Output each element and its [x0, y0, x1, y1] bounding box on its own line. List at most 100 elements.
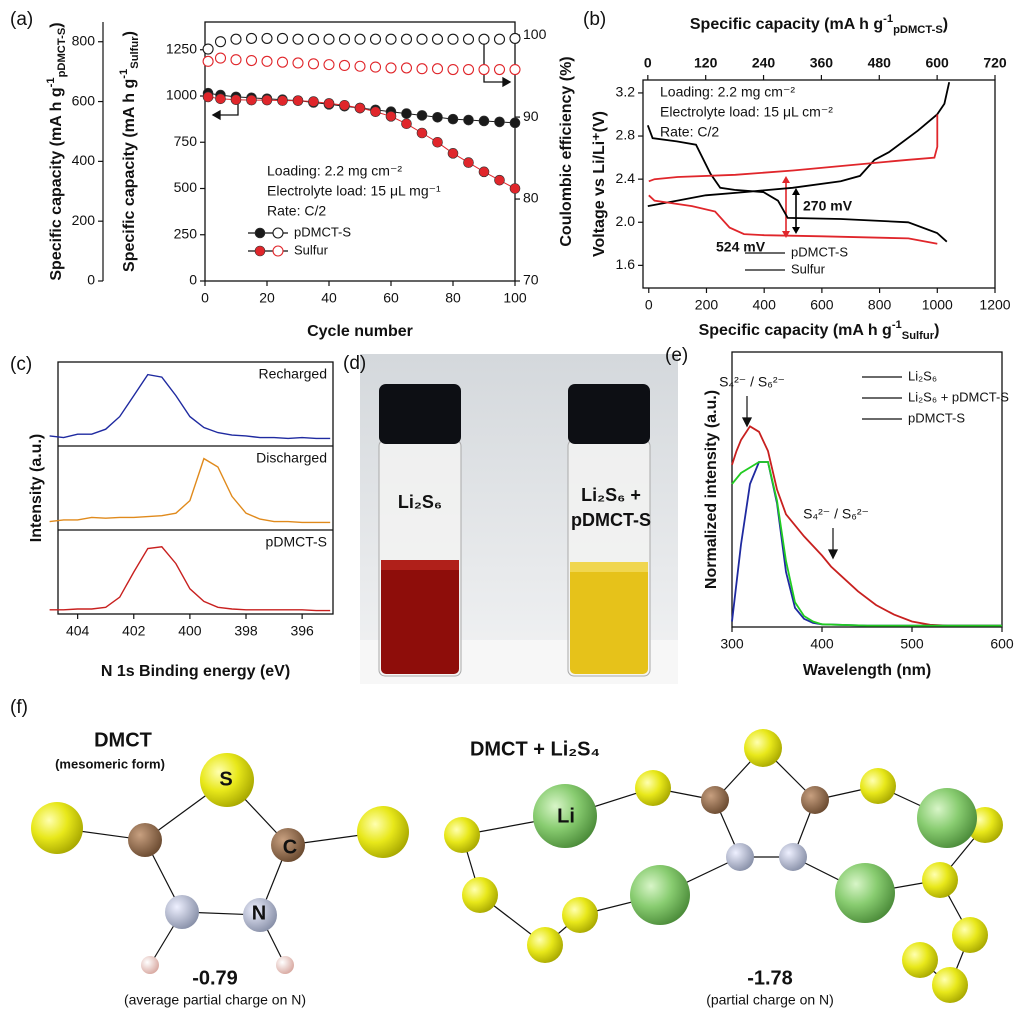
x-axis-title: N 1s Binding energy (eV) — [101, 663, 290, 680]
atom — [902, 942, 938, 978]
atom — [635, 770, 671, 806]
x-tick-label: 500 — [900, 636, 924, 652]
liquid-surface — [381, 560, 459, 570]
atom — [165, 895, 199, 929]
panel-label: (c) — [10, 354, 32, 375]
efficiency-marker — [261, 55, 273, 67]
y-tick-label: 400 — [72, 152, 96, 168]
atom-label: S — [219, 768, 232, 790]
capacity-marker — [478, 166, 490, 178]
charge-caption: (average partial charge on N) — [124, 992, 306, 1008]
y-tick-label: 200 — [72, 212, 96, 228]
x2-tick-label: 120 — [694, 55, 718, 71]
spectrum — [49, 457, 331, 524]
charge-caption: (partial charge on N) — [706, 992, 834, 1008]
atom — [779, 843, 807, 871]
atom — [932, 967, 968, 1003]
panel-label: (e) — [665, 345, 688, 366]
atom — [533, 784, 597, 848]
capacity-marker — [401, 118, 412, 130]
x-tick-label: 200 — [695, 297, 719, 313]
curve — [648, 114, 939, 245]
molecule-left: DMCT (mesomeric form) S C N -0.79 (avera… — [31, 729, 409, 1008]
efficiency-marker — [338, 33, 351, 45]
y-axis-title: Normalized intensity (a.u.) — [703, 390, 720, 589]
efficiency-marker — [447, 63, 459, 76]
plot-frame — [204, 21, 516, 282]
label-part: ) — [121, 31, 138, 36]
atom — [128, 823, 162, 857]
capacity-marker — [432, 136, 443, 148]
x-tick-label: 600 — [990, 636, 1014, 652]
spectrum — [49, 546, 331, 612]
series-label: pDMCT-S — [266, 534, 327, 550]
x2-tick-label: 480 — [868, 55, 892, 71]
panel-label: (a) — [10, 9, 33, 30]
molecule-title: DMCT + Li₂S₄ — [470, 738, 600, 760]
y-axis-title: Voltage vs Li/Li⁺(V) — [591, 111, 608, 257]
y-axis-title: Intensity (a.u.) — [28, 434, 45, 542]
label-part: pDMCT-S — [893, 24, 943, 36]
atom — [271, 828, 305, 862]
label-part: Specific capacity (mA h g — [699, 322, 892, 339]
x-tick-label: 400 — [178, 623, 202, 639]
y2-tick-label: 100 — [523, 26, 547, 42]
efficiency-marker — [292, 33, 304, 45]
x-tick-label: 404 — [66, 623, 90, 639]
efficiency-marker — [307, 58, 320, 70]
atom — [917, 788, 977, 848]
label-part: -1 — [892, 319, 902, 331]
legend-marker — [254, 245, 266, 257]
efficiency-marker — [214, 36, 227, 48]
capacity-marker — [339, 99, 350, 111]
annotation: 270 mV — [803, 198, 853, 214]
y-tick-label: 600 — [72, 92, 96, 108]
annotation: Electrolyte load: 15 μL mg⁻¹ — [267, 183, 441, 199]
y-tick-label: 800 — [72, 32, 96, 48]
capacity-marker — [509, 117, 521, 129]
atom — [527, 927, 563, 963]
arrow-head — [502, 76, 512, 88]
efficiency-marker — [214, 52, 227, 64]
label-part: ) — [934, 322, 939, 339]
label-part: Sulfur — [129, 36, 141, 69]
plot-frame — [731, 351, 1003, 628]
vial-photo: Li₂S₆ Li₂S₆ + pDMCT-S (d) — [343, 353, 678, 684]
atom — [357, 806, 409, 858]
efficiency-marker — [202, 43, 214, 55]
peak-arrows — [741, 396, 839, 560]
annotation: Rate: C/2 — [267, 203, 326, 219]
y2-tick-label: 80 — [523, 190, 539, 206]
efficiency-marker — [369, 61, 382, 73]
efficiency-marker — [478, 63, 490, 76]
x-tick-label: 100 — [503, 290, 527, 306]
x-tick-label: 1000 — [922, 297, 953, 313]
x-tick-label: 300 — [720, 636, 744, 652]
atom — [701, 786, 729, 814]
efficiency-marker — [509, 32, 521, 44]
atom-label: N — [252, 902, 266, 924]
efficiency-marker — [307, 33, 320, 45]
legend-marker — [272, 245, 284, 257]
efficiency-marker — [354, 60, 366, 72]
capacity-marker — [401, 108, 412, 119]
efficiency-marker — [416, 33, 428, 45]
capacity-marker — [432, 111, 443, 123]
efficiency-marker — [245, 32, 258, 44]
x-axis-title: Cycle number — [307, 323, 413, 340]
capacity-marker — [354, 102, 366, 114]
efficiency-marker — [493, 63, 506, 76]
axis-arrows — [211, 38, 512, 121]
panel-label: (b) — [583, 9, 606, 30]
panel-label: (f) — [10, 697, 28, 718]
y-tick-label: 2.0 — [616, 213, 636, 229]
liquid-surface — [570, 562, 648, 572]
efficiency-marker — [230, 54, 242, 66]
atom — [462, 877, 498, 913]
atom-label: C — [283, 836, 297, 858]
y-tick-label: 1.6 — [616, 256, 636, 272]
x-tick-label: 800 — [868, 297, 892, 313]
y-tick-label: 1000 — [166, 87, 197, 103]
legend-label: Li₂S₆ — [908, 368, 937, 383]
